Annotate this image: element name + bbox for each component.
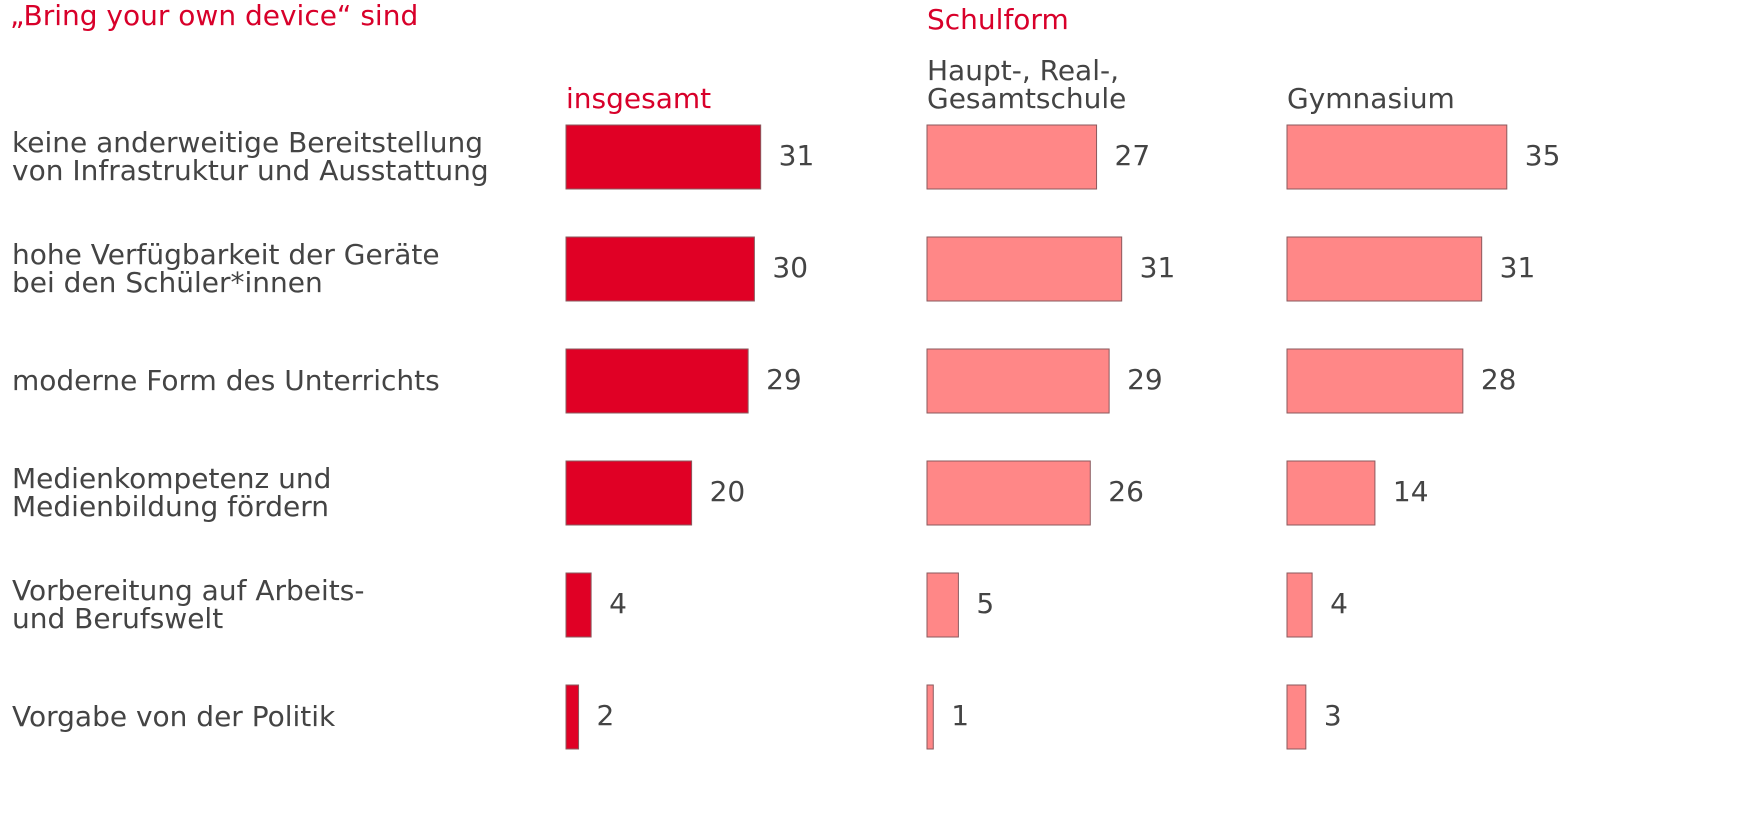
- chart-title: „Bring your own device“ sind: [10, 0, 419, 32]
- bar: [1286, 236, 1483, 302]
- value-label: 29: [766, 363, 802, 396]
- category-label: Vorbereitung auf Arbeits- und Berufswelt: [12, 574, 365, 635]
- value-label: 27: [1114, 139, 1151, 172]
- value-label: 20: [709, 475, 746, 508]
- value-label: 1: [951, 699, 970, 732]
- bar: [1286, 124, 1508, 190]
- bar: [565, 236, 755, 302]
- value-label: 2: [596, 699, 615, 732]
- bar: [926, 684, 934, 750]
- series-header: insgesamt: [566, 82, 712, 115]
- value-label: 4: [1330, 587, 1348, 620]
- bar: [1286, 460, 1376, 526]
- bar: [565, 684, 580, 750]
- bar: [1286, 684, 1307, 750]
- value-label: 26: [1108, 475, 1144, 508]
- value-label: 29: [1127, 363, 1163, 396]
- value-label: 31: [1139, 251, 1176, 284]
- value-label: 31: [778, 139, 815, 172]
- bar: [926, 460, 1091, 526]
- value-label: 14: [1392, 475, 1429, 508]
- bar: [926, 236, 1123, 302]
- bar: [1286, 572, 1313, 638]
- bar: [926, 572, 959, 638]
- value-label: 3: [1323, 699, 1342, 732]
- bar: [565, 124, 762, 190]
- category-label: Medienkompetenz und Medienbildung förder…: [12, 462, 332, 523]
- category-label: moderne Form des Unterrichts: [12, 364, 440, 397]
- bar: [565, 460, 693, 526]
- group-title: Schulform: [927, 3, 1069, 36]
- series-header: Haupt-, Real-, Gesamtschule: [927, 54, 1127, 115]
- value-label: 28: [1480, 363, 1517, 396]
- category-label: keine anderweitige Bereitstellung von In…: [12, 126, 489, 187]
- bar: [1286, 348, 1464, 414]
- value-label: 4: [609, 587, 627, 620]
- bar: [565, 348, 749, 414]
- bar: [565, 572, 592, 638]
- bar: [926, 348, 1110, 414]
- bar: [926, 124, 1098, 190]
- value-label: 30: [772, 251, 809, 284]
- category-label: hohe Verfügbarkeit der Geräte bei den Sc…: [12, 238, 440, 299]
- value-label: 5: [976, 587, 995, 620]
- value-label: 31: [1499, 251, 1536, 284]
- value-label: 35: [1524, 139, 1561, 172]
- category-label: Vorgabe von der Politik: [12, 700, 336, 733]
- series-header: Gymnasium: [1287, 82, 1455, 115]
